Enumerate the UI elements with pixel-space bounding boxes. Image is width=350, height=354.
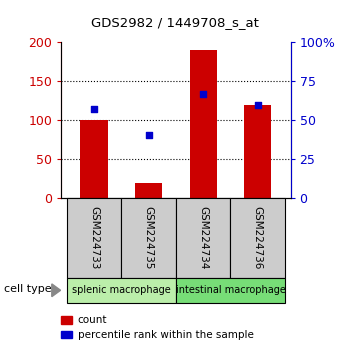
Text: cell type: cell type [4,284,51,293]
Text: GDS2982 / 1449708_s_at: GDS2982 / 1449708_s_at [91,16,259,29]
Text: GSM224734: GSM224734 [198,206,208,270]
Bar [80,120,108,198]
Text: intestinal macrophage: intestinal macrophage [175,285,285,295]
Text: splenic macrophage: splenic macrophage [72,285,171,295]
Bar [135,183,162,198]
Point [91,106,97,112]
Text: GSM224736: GSM224736 [253,206,263,270]
Text: count: count [78,315,107,325]
Bar [189,50,217,198]
Bar [244,105,271,198]
Text: GSM224735: GSM224735 [144,206,154,270]
Point [146,132,152,138]
Point [255,102,260,108]
Point [200,91,206,97]
Text: percentile rank within the sample: percentile rank within the sample [78,330,253,339]
Text: GSM224733: GSM224733 [89,206,99,270]
